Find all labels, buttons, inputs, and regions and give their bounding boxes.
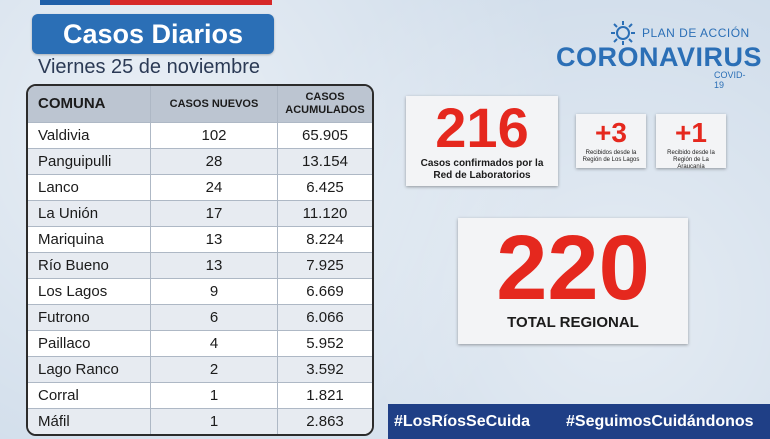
comuna-cell: Panguipulli (28, 147, 151, 174)
casos-acumulados-cell: 11.120 (277, 199, 372, 226)
casos-acumulados-cell: 3.592 (277, 355, 372, 382)
casos-nuevos-cell: 17 (150, 199, 278, 226)
hashtag-seguimos: #SeguimosCuidándonos (566, 413, 754, 430)
casos-nuevos-cell: 6 (150, 303, 278, 330)
casos-nuevos-cell: 2 (150, 355, 278, 382)
table-row: Futrono 6 6.066 (28, 303, 372, 330)
header-comuna: COMUNA (38, 95, 106, 113)
comuna-cell: Lago Ranco (28, 355, 151, 382)
comuna-cell: Los Lagos (28, 277, 151, 304)
logo-covid-text: COVID-19 (714, 70, 746, 90)
hashtag-los-rios: #LosRíosSeCuida (394, 413, 531, 430)
comuna-cell: La Unión (28, 199, 151, 226)
comuna-cell: Río Bueno (28, 251, 151, 278)
total-regional-value: 220 (496, 217, 650, 319)
table-row: Valdivia 102 65.905 (28, 121, 372, 148)
header-acumulados-line2: ACUMULADOS (285, 103, 365, 116)
casos-acumulados-cell: 65.905 (277, 121, 372, 148)
casos-acumulados-cell: 8.224 (277, 225, 372, 252)
comuna-cell: Corral (28, 381, 151, 408)
casos-acumulados-cell: 2.863 (277, 407, 372, 434)
header-casos-nuevos: CASOS NUEVOS (150, 86, 278, 122)
table-row: Río Bueno 13 7.925 (28, 251, 372, 278)
table-row: Corral 1 1.821 (28, 381, 372, 408)
casos-acumulados-cell: 6.669 (277, 277, 372, 304)
table-row: Los Lagos 9 6.669 (28, 277, 372, 304)
cases-table: COMUNA CASOS NUEVOS CASOS ACUMULADOS Val… (26, 84, 374, 436)
logo-coronavirus-text: CORONAVIRUS (556, 42, 763, 72)
flag-stripe (40, 0, 272, 5)
confirmed-cases-card: 216 Casos confirmados por la Red de Labo… (406, 96, 558, 186)
plan-accion-logo: PLAN DE ACCIÓN CORONAVIRUS COVID-19 (554, 20, 762, 90)
los-lagos-card: +3 Recibidos desde la Región de Los Lago… (576, 114, 646, 168)
flag-stripe-blue (40, 0, 110, 5)
table-row: Mariquina 13 8.224 (28, 225, 372, 252)
casos-acumulados-cell: 5.952 (277, 329, 372, 356)
casos-nuevos-cell: 102 (150, 121, 278, 148)
flag-stripe-red (110, 0, 272, 5)
confirmed-cases-value: 216 (435, 96, 529, 159)
table-row: Lago Ranco 2 3.592 (28, 355, 372, 382)
casos-nuevos-cell: 1 (150, 381, 278, 408)
araucania-label: Recibido desde la Región de La Araucanía (667, 150, 715, 170)
casos-acumulados-cell: 7.925 (277, 251, 372, 278)
casos-nuevos-cell: 13 (150, 225, 278, 252)
logo-plan-text: PLAN DE ACCIÓN (642, 26, 750, 40)
total-regional-card: 220 TOTAL REGIONAL (458, 218, 688, 344)
confirmed-cases-label: Casos confirmados por la Red de Laborato… (420, 158, 544, 181)
casos-acumulados-cell: 13.154 (277, 147, 372, 174)
casos-nuevos-cell: 4 (150, 329, 278, 356)
los-lagos-value: +3 (595, 117, 627, 148)
casos-acumulados-cell: 1.821 (277, 381, 372, 408)
table-row: La Unión 17 11.120 (28, 199, 372, 226)
sun-emblem-icon (611, 21, 635, 45)
casos-nuevos-cell: 9 (150, 277, 278, 304)
casos-nuevos-cell: 13 (150, 251, 278, 278)
table-row: Panguipulli 28 13.154 (28, 147, 372, 174)
comuna-cell: Valdivia (28, 121, 151, 148)
total-regional-label: TOTAL REGIONAL (507, 314, 639, 331)
header-acumulados-line1: CASOS (305, 90, 345, 103)
araucania-value: +1 (675, 117, 707, 148)
page-title: Casos Diarios (32, 14, 274, 54)
table-row: Máfil 1 2.863 (28, 407, 372, 434)
comuna-cell: Máfil (28, 407, 151, 434)
header-casos-acumulados: CASOS ACUMULADOS (277, 86, 372, 122)
report-date: Viernes 25 de noviembre (38, 56, 260, 78)
table-row: Paillaco 4 5.952 (28, 329, 372, 356)
los-lagos-label: Recibidos desde la Región de Los Lagos (582, 150, 640, 163)
table-header-row: COMUNA CASOS NUEVOS CASOS ACUMULADOS (28, 86, 372, 122)
hashtag-banner: #LosRíosSeCuida #SeguimosCuidándonos (388, 404, 770, 439)
comuna-cell: Lanco (28, 173, 151, 200)
araucania-card: +1 Recibido desde la Región de La Arauca… (656, 114, 726, 170)
casos-nuevos-cell: 28 (150, 147, 278, 174)
comuna-cell: Paillaco (28, 329, 151, 356)
casos-nuevos-cell: 1 (150, 407, 278, 434)
comuna-cell: Futrono (28, 303, 151, 330)
casos-nuevos-cell: 24 (150, 173, 278, 200)
casos-acumulados-cell: 6.425 (277, 173, 372, 200)
table-row: Lanco 24 6.425 (28, 173, 372, 200)
comuna-cell: Mariquina (28, 225, 151, 252)
casos-acumulados-cell: 6.066 (277, 303, 372, 330)
